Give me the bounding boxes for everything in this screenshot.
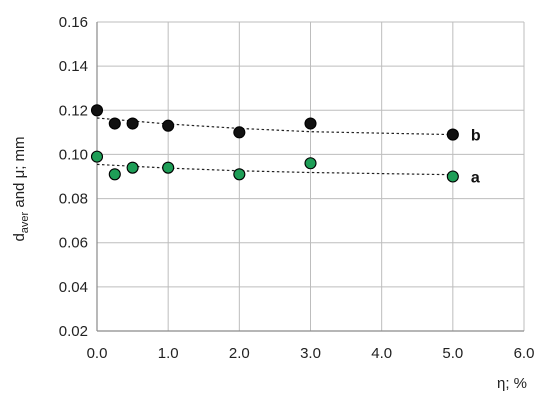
axes	[96, 22, 524, 332]
data-point-a	[304, 157, 317, 170]
data-point-a	[90, 150, 104, 163]
data-point-b	[304, 117, 317, 130]
data-point-b	[126, 117, 139, 130]
y-tick-label: 0.14	[59, 58, 88, 75]
y-axis-title: daver and μ; mm	[11, 136, 31, 241]
data-point-b	[108, 117, 121, 130]
series-label-a: a	[471, 170, 480, 187]
data-point-a	[446, 170, 459, 183]
data-points	[90, 104, 459, 183]
x-tick-label: 6.0	[514, 345, 535, 362]
y-tick-label: 0.04	[59, 279, 88, 296]
x-tick-label: 5.0	[442, 345, 463, 362]
y-axis-title-main: d	[11, 233, 28, 241]
y-tick-label: 0.08	[59, 191, 88, 208]
data-point-a	[108, 168, 121, 181]
y-axis-title-sub: aver	[19, 211, 31, 233]
x-tick-label: 0.0	[87, 345, 108, 362]
grid	[97, 21, 525, 331]
y-tick-label: 0.06	[59, 235, 88, 252]
trend-line-b	[96, 117, 453, 136]
tick-labels: 0.02 0.04 0.06 0.08 0.10 0.12 0.14 0.16 0.0 1.0 2.…	[59, 14, 535, 362]
x-axis-title: η; %	[497, 375, 527, 392]
y-tick-label: 0.10	[59, 146, 88, 163]
trend-line-a	[96, 163, 453, 176]
data-point-b	[90, 104, 104, 117]
x-tick-label: 4.0	[371, 345, 392, 362]
data-point-b	[446, 128, 459, 141]
data-point-b	[233, 126, 246, 139]
y-tick-label: 0.12	[59, 102, 88, 119]
series-label-b: b	[471, 128, 481, 145]
x-tick-label: 3.0	[300, 345, 321, 362]
y-tick-label: 0.02	[59, 323, 88, 340]
data-point-a	[162, 161, 175, 174]
y-axis-title-rest: and μ; mm	[11, 136, 28, 211]
series-labels: ba	[471, 128, 481, 187]
x-tick-label: 1.0	[158, 345, 179, 362]
data-point-b	[162, 119, 175, 132]
data-point-a	[126, 161, 139, 174]
data-point-a	[233, 168, 246, 181]
y-tick-label: 0.16	[59, 14, 88, 31]
x-tick-label: 2.0	[229, 345, 250, 362]
trend-lines	[96, 117, 453, 176]
